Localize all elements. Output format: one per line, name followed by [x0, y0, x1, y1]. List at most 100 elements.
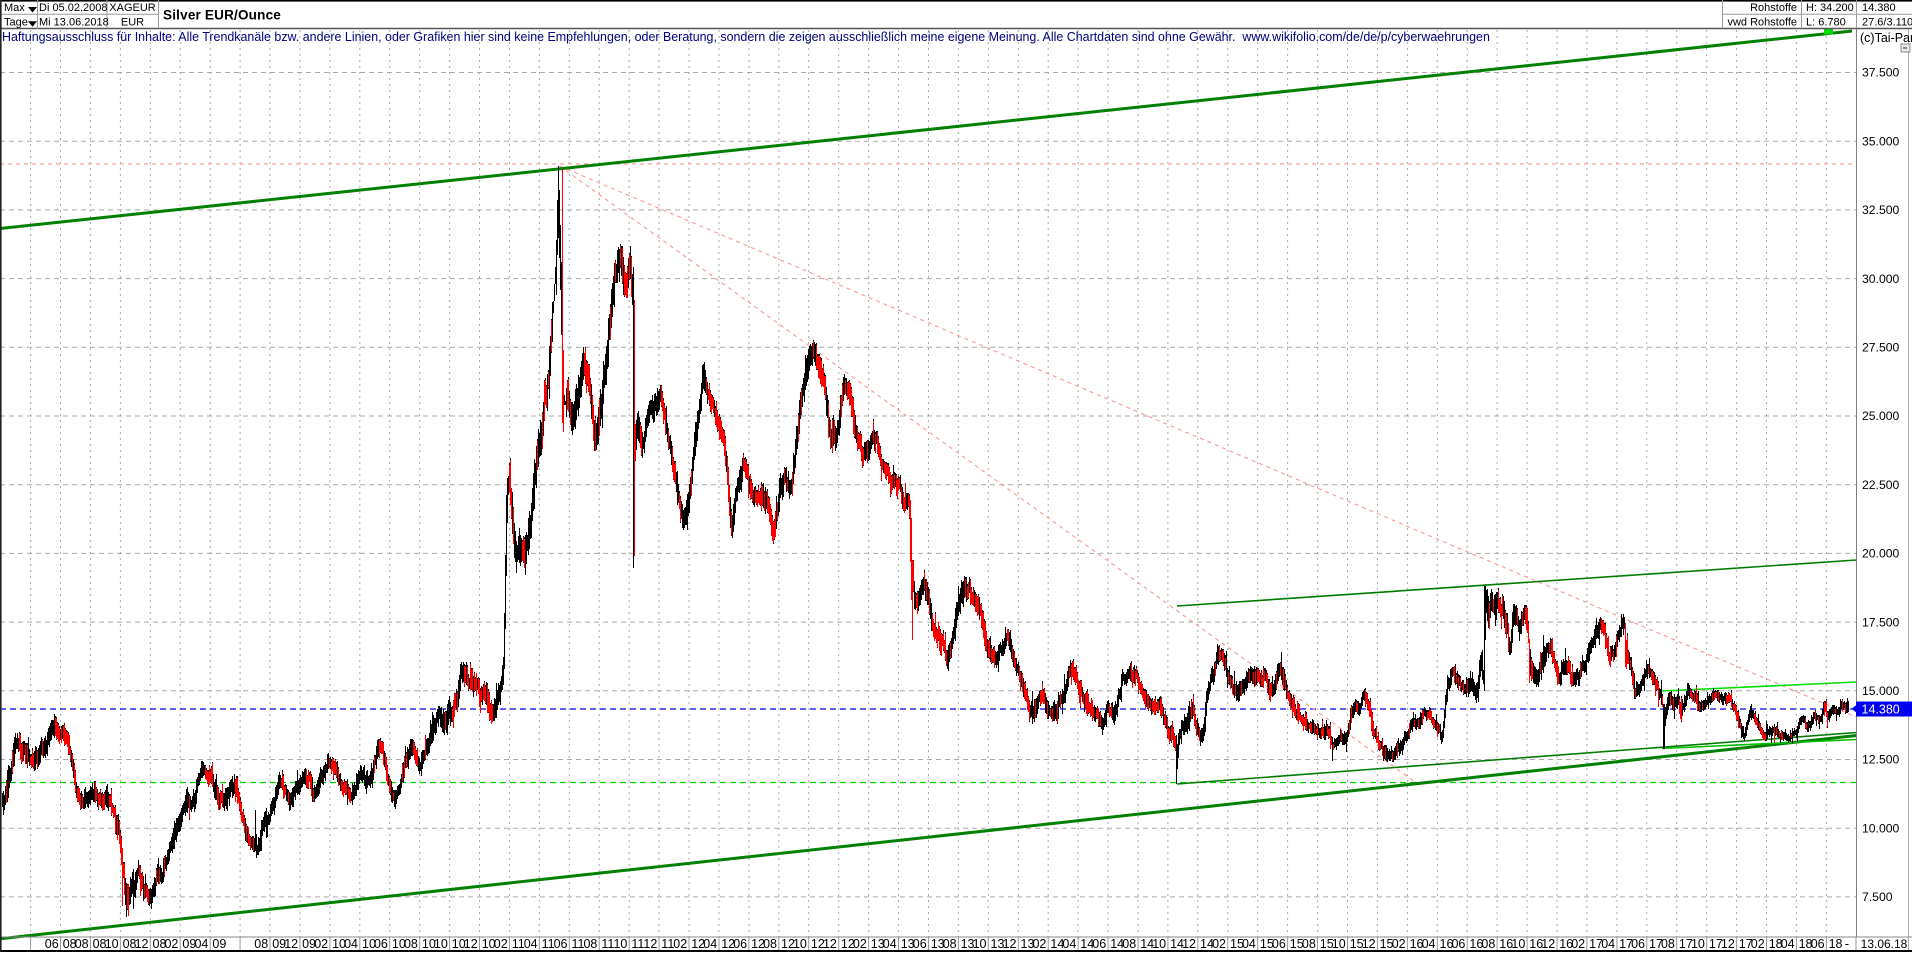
- svg-text:Di 05.02.2008: Di 05.02.2008: [39, 2, 108, 14]
- svg-text:09: 09: [182, 937, 196, 951]
- svg-text:10: 10: [1332, 937, 1346, 951]
- svg-text:12: 12: [751, 937, 765, 951]
- svg-text:04: 04: [1601, 937, 1615, 951]
- svg-text:10: 10: [332, 937, 346, 951]
- svg-text:11: 11: [661, 937, 674, 951]
- svg-text:04: 04: [194, 937, 208, 951]
- svg-text:12: 12: [1362, 937, 1376, 951]
- svg-text:10: 10: [482, 937, 496, 951]
- svg-text:vwd Rohstoffe: vwd Rohstoffe: [1727, 16, 1797, 28]
- svg-text:17: 17: [1649, 937, 1663, 951]
- svg-text:15: 15: [1230, 937, 1244, 951]
- svg-text:16: 16: [1559, 937, 1573, 951]
- svg-text:02: 02: [1751, 937, 1765, 951]
- svg-text:04: 04: [524, 937, 538, 951]
- svg-text:06: 06: [374, 937, 388, 951]
- svg-text:06: 06: [1272, 937, 1286, 951]
- svg-text:12: 12: [284, 937, 298, 951]
- svg-text:06: 06: [733, 937, 747, 951]
- svg-text:08: 08: [1302, 937, 1316, 951]
- svg-text:02: 02: [314, 937, 328, 951]
- svg-text:16: 16: [1499, 937, 1513, 951]
- svg-text:08: 08: [93, 937, 107, 951]
- svg-text:12: 12: [1003, 937, 1017, 951]
- svg-text:15: 15: [1290, 937, 1304, 951]
- svg-text:13: 13: [1021, 937, 1035, 951]
- svg-text:17.500: 17.500: [1862, 615, 1899, 629]
- svg-text:12: 12: [823, 937, 837, 951]
- svg-text:EUR: EUR: [121, 16, 144, 28]
- svg-text:Mi 13.06.2018: Mi 13.06.2018: [39, 16, 109, 28]
- svg-text:15.000: 15.000: [1862, 684, 1899, 698]
- svg-text:08: 08: [1481, 937, 1495, 951]
- svg-text:10: 10: [362, 937, 376, 951]
- svg-text:14.380: 14.380: [1862, 2, 1896, 14]
- svg-text:12: 12: [781, 937, 795, 951]
- svg-text:(c)Tai-Pan: (c)Tai-Pan: [1860, 31, 1912, 45]
- svg-text:37.500: 37.500: [1862, 66, 1899, 80]
- svg-text:02: 02: [673, 937, 687, 951]
- svg-text:L: 6.780: L: 6.780: [1806, 16, 1846, 28]
- svg-text:18: 18: [1769, 937, 1783, 951]
- svg-text:10.000: 10.000: [1862, 821, 1899, 835]
- svg-text:13: 13: [871, 937, 885, 951]
- svg-text:27.6/3.110: 27.6/3.110: [1862, 16, 1912, 28]
- svg-text:25.000: 25.000: [1862, 409, 1899, 423]
- svg-text:7.500: 7.500: [1862, 890, 1893, 904]
- svg-text:14: 14: [1080, 937, 1094, 951]
- svg-text:09: 09: [272, 937, 286, 951]
- svg-text:14.380: 14.380: [1862, 703, 1900, 717]
- svg-text:08: 08: [583, 937, 597, 951]
- svg-text:10: 10: [422, 937, 436, 951]
- svg-text:12: 12: [643, 937, 657, 951]
- svg-text:Haftungsausschluss für Inhalte: Haftungsausschluss für Inhalte: Alle Tre…: [2, 30, 1490, 44]
- svg-text:06: 06: [1092, 937, 1106, 951]
- svg-text:12: 12: [1721, 937, 1735, 951]
- svg-text:10: 10: [452, 937, 466, 951]
- svg-text:02: 02: [494, 937, 508, 951]
- svg-text:20.000: 20.000: [1862, 547, 1899, 561]
- svg-text:08: 08: [63, 937, 77, 951]
- svg-text:12: 12: [1541, 937, 1555, 951]
- svg-text:04: 04: [1781, 937, 1795, 951]
- svg-text:08: 08: [153, 937, 167, 951]
- svg-text:10: 10: [613, 937, 627, 951]
- svg-text:02: 02: [1571, 937, 1585, 951]
- svg-text:04: 04: [883, 937, 897, 951]
- svg-text:17: 17: [1589, 937, 1603, 951]
- svg-text:08: 08: [254, 937, 268, 951]
- svg-text:12.500: 12.500: [1862, 753, 1899, 767]
- svg-text:12: 12: [691, 937, 705, 951]
- svg-text:16: 16: [1529, 937, 1543, 951]
- svg-text:16: 16: [1440, 937, 1454, 951]
- svg-text:08: 08: [1122, 937, 1136, 951]
- svg-text:02: 02: [1032, 937, 1046, 951]
- svg-text:17: 17: [1709, 937, 1723, 951]
- svg-text:Tage: Tage: [4, 16, 28, 28]
- svg-text:04: 04: [344, 937, 358, 951]
- svg-text:14: 14: [1140, 937, 1154, 951]
- svg-text:12: 12: [1182, 937, 1196, 951]
- svg-text:13: 13: [901, 937, 915, 951]
- svg-text:02: 02: [853, 937, 867, 951]
- svg-text:15: 15: [1380, 937, 1394, 951]
- svg-text:12: 12: [135, 937, 149, 951]
- svg-text:09: 09: [212, 937, 226, 951]
- svg-text:02: 02: [164, 937, 178, 951]
- svg-text:17: 17: [1679, 937, 1693, 951]
- svg-text:15: 15: [1350, 937, 1364, 951]
- svg-text:08: 08: [943, 937, 957, 951]
- svg-text:18: 18: [1799, 937, 1813, 951]
- svg-text:08: 08: [763, 937, 777, 951]
- svg-text:11: 11: [631, 937, 644, 951]
- svg-text:10: 10: [105, 937, 119, 951]
- svg-text:Rohstoffe: Rohstoffe: [1750, 2, 1797, 14]
- svg-text:04: 04: [1422, 937, 1436, 951]
- svg-text:10: 10: [793, 937, 807, 951]
- svg-text:13: 13: [991, 937, 1005, 951]
- svg-text:-: -: [1845, 937, 1849, 951]
- svg-text:22.500: 22.500: [1862, 478, 1899, 492]
- svg-text:XAGEUR: XAGEUR: [109, 2, 156, 14]
- svg-text:12: 12: [841, 937, 855, 951]
- svg-text:13: 13: [931, 937, 945, 951]
